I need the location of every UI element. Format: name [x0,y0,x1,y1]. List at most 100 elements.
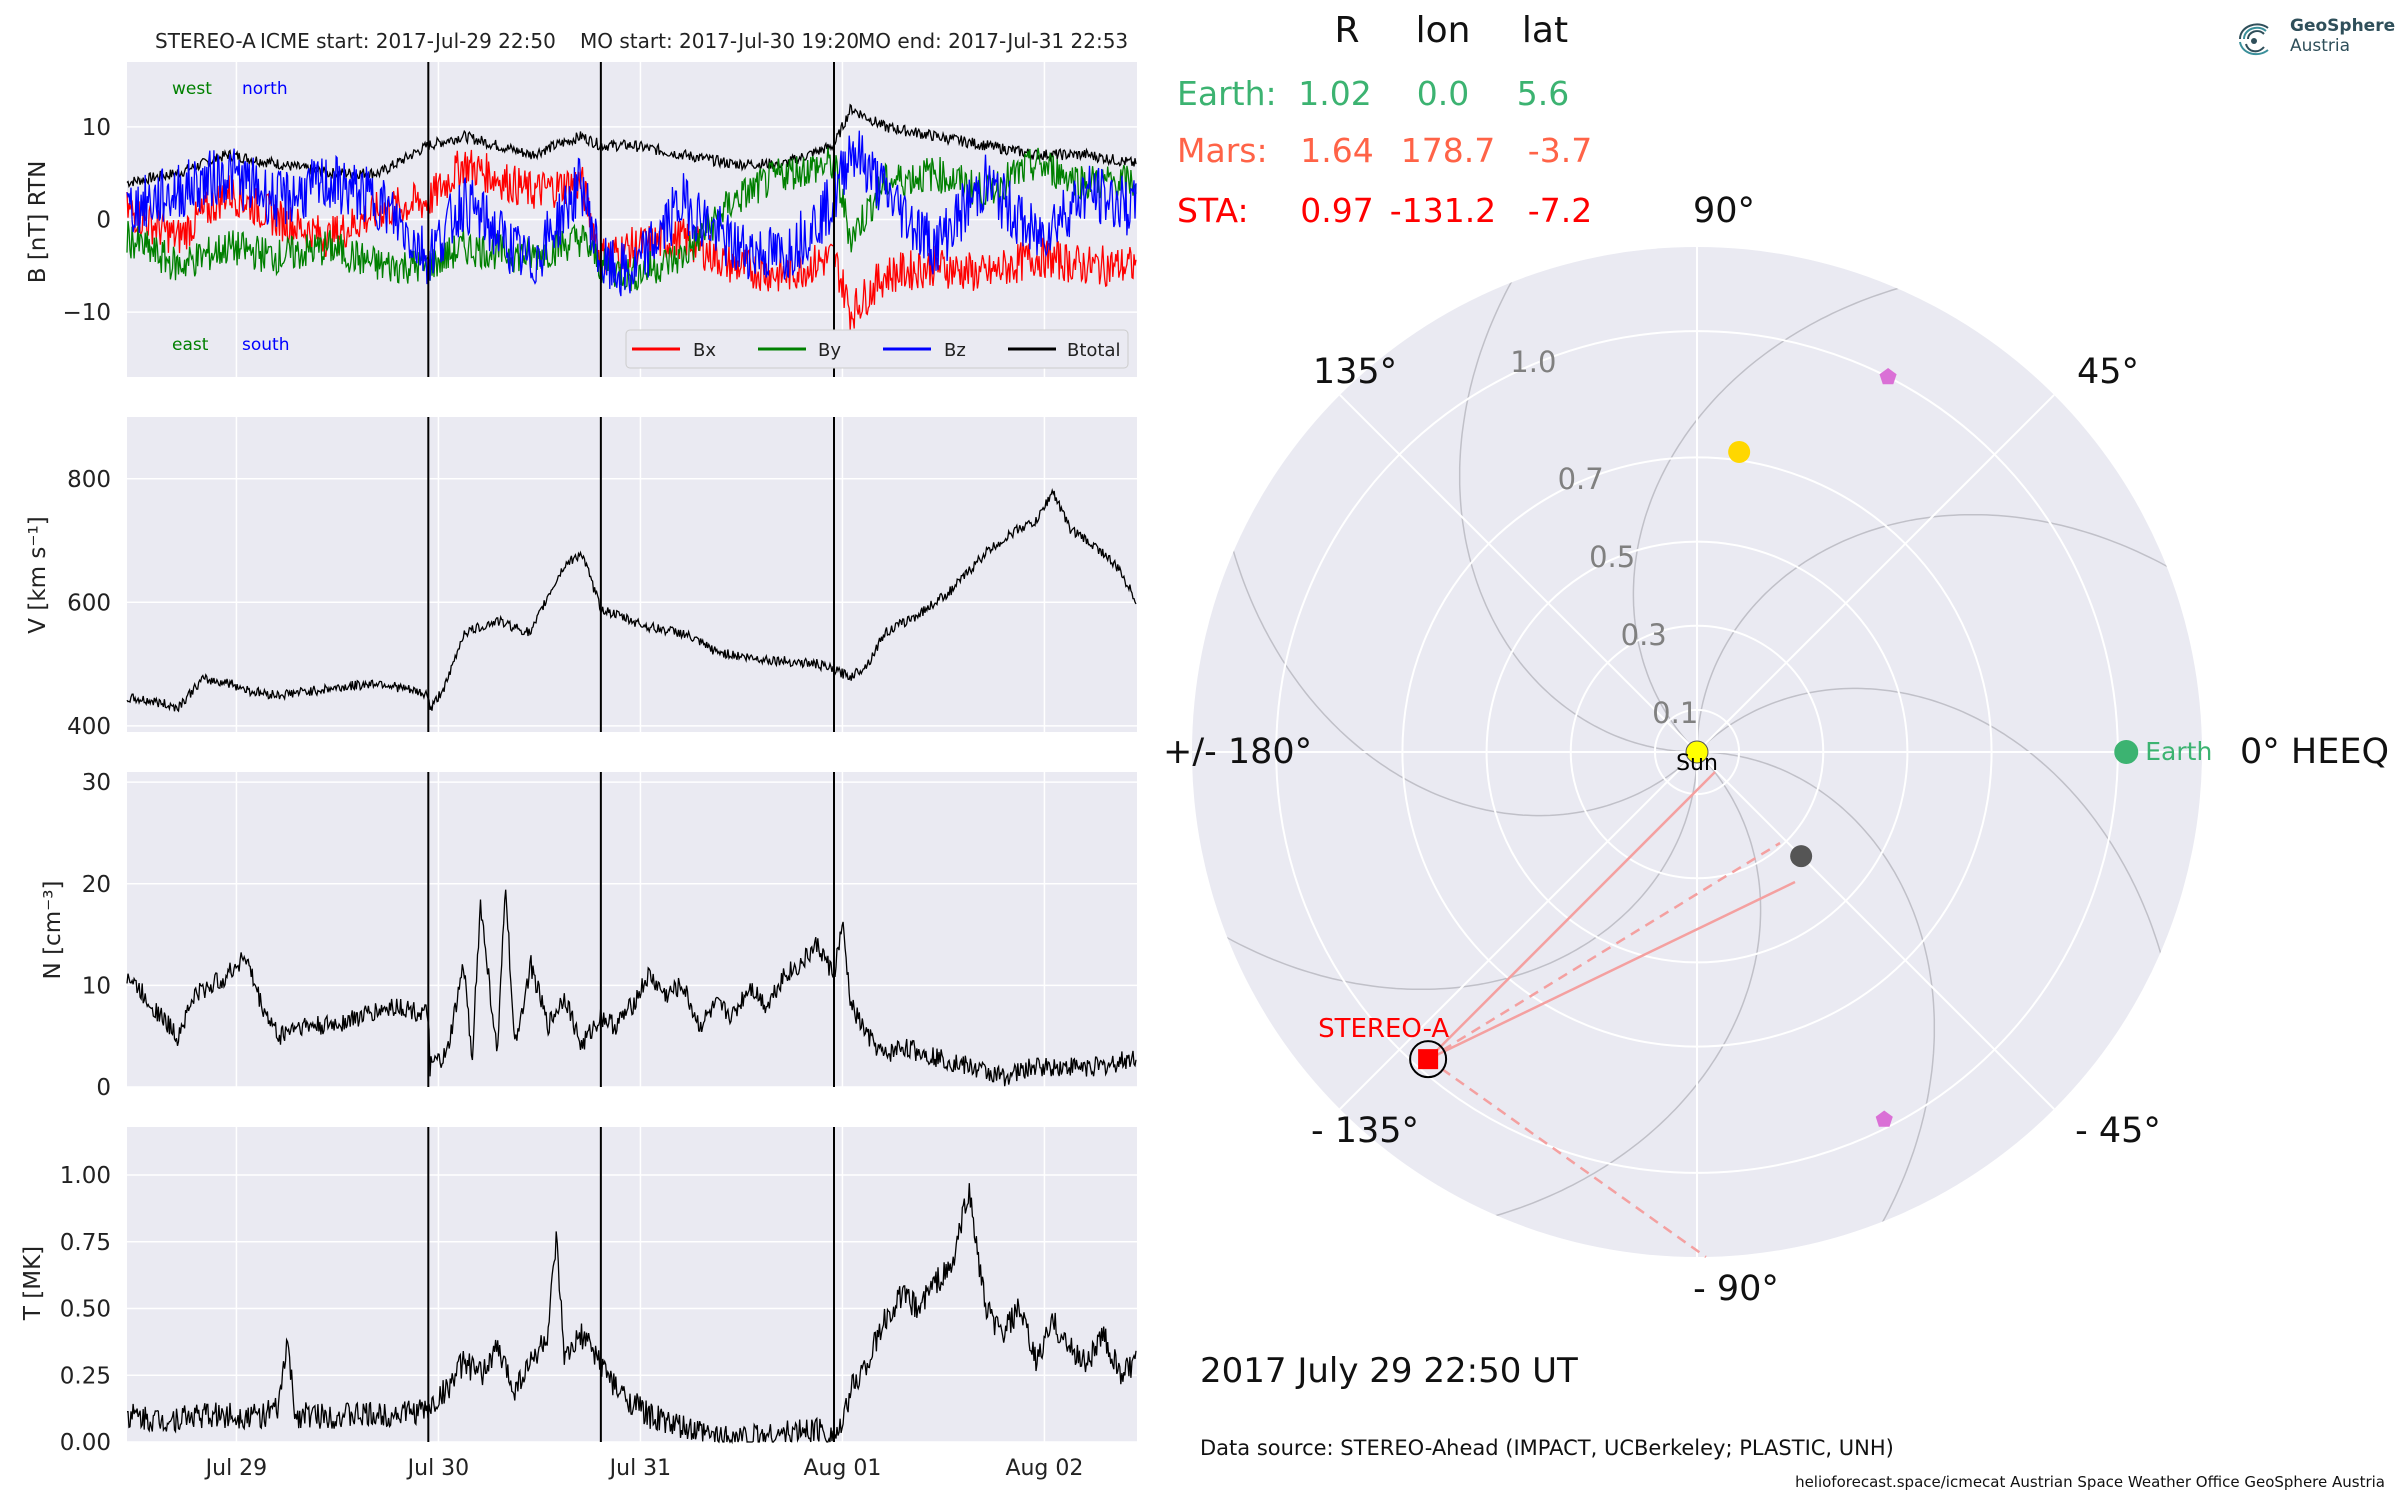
parker-spiral-1 [1696,687,2175,1012]
temperature-ytick-label-3: 0.25 [60,1363,111,1389]
x-tick-label-4: Aug 02 [1005,1456,1083,1481]
speed-ytick-label-0: 800 [67,467,111,493]
speed-ytick-label-2: 400 [67,714,111,740]
footer-datetime: 2017 July 29 22:50 UT [1200,1351,1578,1391]
ylabel-v: V [km s⁻¹] [25,516,51,633]
footer-credits: helioforecast.space/icmecat Austrian Spa… [1795,1473,2385,1491]
sun-marker [1685,740,1709,764]
temperature-ytick-label-2: 0.50 [60,1297,111,1323]
legend-box [625,329,1129,369]
sta-line-sun [1427,771,1716,1061]
logo-line1: GeoSphere [2290,16,2396,36]
sta-line-dashed-lower [1427,1058,1707,1259]
x-tick-label-1: Jul 30 [406,1456,470,1481]
x-tick-label-0: Jul 29 [204,1456,268,1481]
sta-line-earth-direction [1427,880,1796,1061]
radial-tick-label-4: 1.0 [1510,345,1556,379]
sun-label: Sun [1676,751,1718,776]
magnetic-field-ytick-label-2: −10 [62,300,111,326]
sta-marker [1418,1049,1439,1070]
parker-spiral-4 [1458,247,1697,753]
position-table: R lon lat Earth: 1.02 0.0 5.6 Mars: 1.64… [1177,10,1592,230]
ylabel-n: N [cm⁻³] [40,881,66,980]
angle-label-3: 135° [1313,352,1397,392]
magnetic-field-series-btotal [126,103,1137,189]
earth-row-lat: 5.6 [1517,74,1569,113]
header-spacecraft: STEREO-A [155,29,256,53]
earth-row-r: 1.02 [1298,74,1371,113]
parker-spiral-7 [1437,751,1762,1230]
mars-row-r: 1.64 [1300,131,1373,170]
geosphere-logo-icon [2239,23,2269,56]
parker-spiral-2 [1696,513,2202,752]
radial-tick-label-0: 0.1 [1652,696,1698,730]
table-header-r: R [1334,10,1359,51]
annotation-north: north [242,79,288,99]
speed-ytick-label-1: 600 [67,590,111,616]
angular-line-135 [1339,394,1698,753]
temperature-ytick-label-4: 0.00 [60,1430,111,1456]
temperature-panel: 1.00 0.75 0.50 0.25 0.00 Jul 29 Jul 30 Jul 31 Au… [60,1127,1137,1481]
probe-lower-marker [1875,1110,1893,1127]
mars-row-lon: 178.7 [1401,131,1495,170]
table-header-lon: lon [1416,10,1471,51]
density-ytick-label-2: 10 [82,973,111,999]
temperature-ytick-label-0: 1.00 [60,1163,111,1189]
density-ytick-label-0: 30 [82,770,111,796]
probe-upper-marker [1879,368,1897,385]
x-tick-label-2: Jul 31 [608,1456,672,1481]
header-icme-start: ICME start: 2017-Jul-29 22:50 [260,29,556,53]
sta-ring [1409,1040,1448,1079]
annotation-east: east [172,335,209,355]
speed-panel-background [127,417,1137,732]
temperature-ytick-label-1: 0.75 [60,1230,111,1256]
b-legend: Bx By Bz Btotal [625,329,1129,369]
sta-row-lat: -7.2 [1528,191,1592,230]
temperature-panel-background [127,1127,1137,1442]
magnetic-field-series-bx [126,149,1137,331]
angle-label-6: - 90° [1693,1269,1779,1309]
density-ytick-label-3: 0 [96,1075,111,1101]
legend-label-btotal: Btotal [1067,340,1121,361]
mercury-marker [1790,845,1813,868]
table-header-lat: lat [1522,10,1568,51]
legend-label-bx: Bx [693,340,716,361]
speed-series-v [126,487,1137,713]
angle-label-4: +/- 180° [1163,732,1312,772]
radial-tick-label-2: 0.5 [1589,540,1635,574]
legend-label-by: By [818,340,841,361]
footer-source: Data source: STEREO-Ahead (IMPACT, UCBer… [1200,1436,1894,1460]
density-panel: 30 20 10 0 [82,770,1137,1101]
angle-label-7: - 45° [2075,1111,2161,1151]
ylabel-b: B [nT] RTN [25,161,51,284]
temperature-series-t [127,1183,1137,1445]
radial-tick-label-1: 0.3 [1621,618,1667,652]
radial-tick-label-3: 0.7 [1558,462,1604,496]
angle-label-5: - 135° [1311,1111,1419,1151]
speed-panel: 800 600 400 [67,417,1137,740]
annotation-west: west [172,79,212,99]
magnetic-field-ytick-label-0: 10 [82,115,111,141]
earth-label: Earth [2145,737,2212,766]
legend-label-bz: Bz [944,340,966,361]
x-tick-label-3: Aug 01 [803,1456,881,1481]
parker-spirals [1192,247,2202,1257]
magnetic-field-panel: 10 0 −10 [62,62,1137,377]
sta-row-lon: -131.2 [1390,191,1496,230]
ylabel-t: T [MK] [20,1246,46,1321]
density-ytick-label-1: 20 [82,872,111,898]
logo-line2: Austria [2290,36,2351,56]
parker-spiral-6 [1192,752,1698,991]
density-panel-background [127,772,1137,1087]
venus-marker [1728,440,1751,463]
earth-row-lon: 0.0 [1417,74,1469,113]
angular-line-45 [1696,394,2055,753]
earth-row-name: Earth: [1177,74,1277,113]
polar-plot: 0.1 0.3 0.5 0.7 1.0 0° HEEQ 45° 90° 135° +/- 180°… [1163,191,2389,1309]
mars-row-lat: -3.7 [1528,131,1592,170]
density-series-n [126,889,1137,1087]
geosphere-logo: GeoSphere Austria [2230,14,2395,64]
sta-line-dashed-upper [1427,841,1781,1061]
sta-row-name: STA: [1177,191,1249,230]
